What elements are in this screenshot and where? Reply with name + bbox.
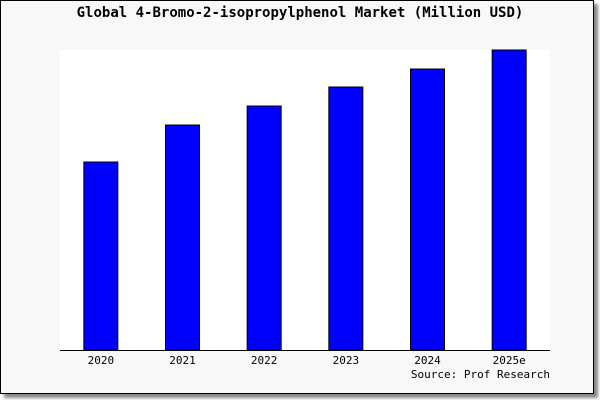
plot-area (60, 50, 550, 350)
x-tick-label: 2021 (169, 354, 196, 367)
x-tick-label: 2024 (414, 354, 441, 367)
bar-2022 (246, 105, 282, 351)
bar-2020 (83, 161, 119, 351)
x-tick-label: 2023 (333, 354, 360, 367)
x-tick-label: 2025e (493, 354, 526, 367)
bar-2023 (328, 86, 364, 351)
bar-2024 (410, 68, 445, 351)
bar-2021 (165, 124, 200, 351)
x-tick-label: 2022 (251, 354, 278, 367)
source-note: Source: Prof Research (410, 368, 550, 381)
chart-title: Global 4-Bromo-2-isopropylphenol Market … (76, 5, 524, 21)
bar-2025e (491, 49, 527, 351)
x-tick-label: 2020 (88, 354, 115, 367)
